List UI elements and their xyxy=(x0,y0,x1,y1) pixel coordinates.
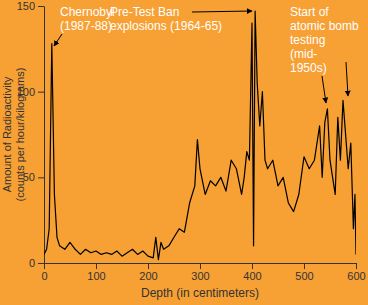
annotation-text: Start of xyxy=(290,5,329,19)
annotation-text: atomic bomb xyxy=(290,19,359,33)
tick-mark xyxy=(44,263,45,269)
tick-mark xyxy=(38,6,44,7)
annotation-arrow xyxy=(346,62,348,96)
tick-label: 300 xyxy=(191,270,209,282)
annotations: Chernobyl(1987-88)Pre-Test Banexplosions… xyxy=(54,5,359,103)
plot-area xyxy=(44,11,356,259)
tick-mark xyxy=(96,263,97,269)
annotation-arrow xyxy=(322,76,326,103)
y-axis-title: Amount of Radioactivity xyxy=(1,76,13,192)
annotation-arrow xyxy=(192,11,252,12)
tick-label: 200 xyxy=(139,270,157,282)
tick-label: 0 xyxy=(29,257,35,269)
tick-mark xyxy=(252,263,253,269)
data-line xyxy=(44,11,356,259)
tick: 0 xyxy=(41,263,47,282)
tick: 400 xyxy=(243,263,261,282)
annotation-text: Chernobyl xyxy=(60,5,115,19)
tick: 600 xyxy=(347,263,365,282)
tick-mark xyxy=(304,263,305,269)
tick: 0 xyxy=(29,257,44,269)
annotation-arrow xyxy=(54,34,62,46)
annotation-text: testing xyxy=(290,33,325,47)
tick-mark xyxy=(356,263,357,269)
tick-mark xyxy=(38,177,44,178)
tick: 100 xyxy=(87,263,105,282)
tick-label: 150 xyxy=(17,0,35,12)
tick-mark xyxy=(148,263,149,269)
tick: 150 xyxy=(17,0,44,12)
chart: 0100200300400500600050100150Depth (in ce… xyxy=(0,0,368,305)
tick: 500 xyxy=(295,263,313,282)
tick-label: 500 xyxy=(295,270,313,282)
tick-mark xyxy=(38,92,44,93)
y-axis-title: (counts per hour/kilograms) xyxy=(14,68,26,202)
annotation-text: 1950s) xyxy=(290,61,327,75)
tick-label: 100 xyxy=(87,270,105,282)
tick-label: 400 xyxy=(243,270,261,282)
tick-label: 0 xyxy=(41,270,47,282)
annotation-text: Pre-Test Ban xyxy=(110,5,179,19)
tick-label: 600 xyxy=(347,270,365,282)
annotation-text: explosions (1964-65) xyxy=(110,19,222,33)
tick: 300 xyxy=(191,263,209,282)
tick-mark xyxy=(38,263,44,264)
x-axis: 0 100 200 300 400 500 600 xyxy=(41,263,365,282)
annotation-text: (1987-88) xyxy=(60,19,112,33)
x-axis-title: Depth (in centimeters) xyxy=(141,286,259,300)
tick-mark xyxy=(200,263,201,269)
axis-line xyxy=(44,7,45,264)
annotation-text: (mid- xyxy=(290,47,317,61)
tick: 200 xyxy=(139,263,157,282)
